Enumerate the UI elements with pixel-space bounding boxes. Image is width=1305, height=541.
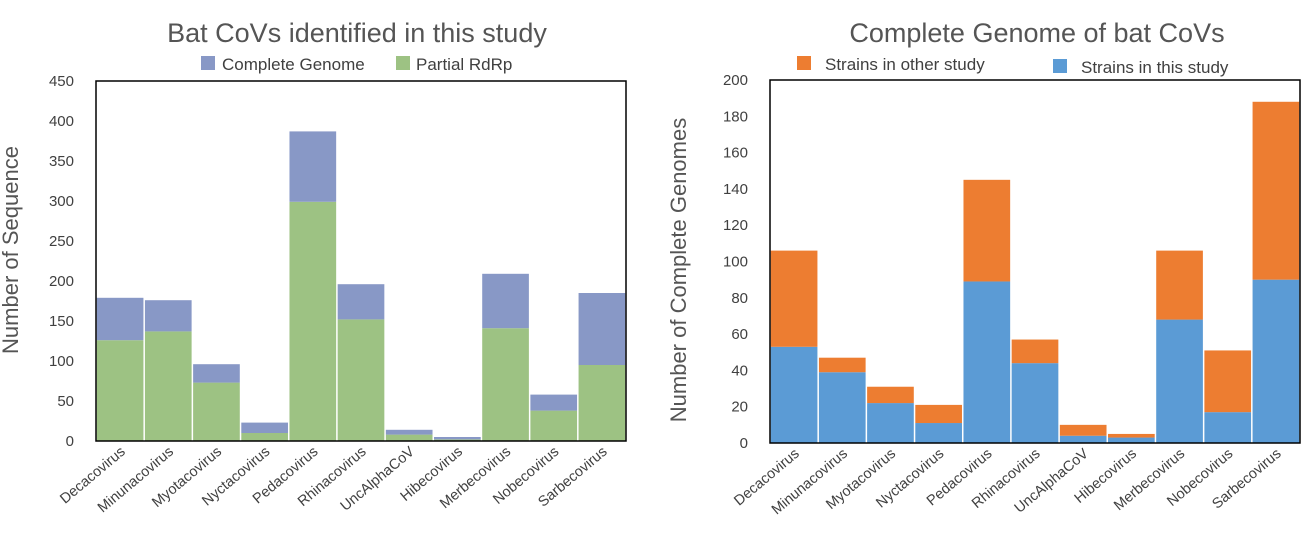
bar-pedacovirus-complete-genome bbox=[289, 131, 337, 202]
bar-decacovirus-strains-in-other-study bbox=[770, 250, 818, 347]
chart-right: Complete Genome of bat CoVs Number of Co… bbox=[666, 18, 1301, 519]
legend: Strains in other study Strains in this s… bbox=[797, 55, 1229, 77]
bar-nyctacovirus-strains-in-this-study bbox=[915, 423, 962, 443]
bar-hibecovirus-strains-in-other-study bbox=[1108, 433, 1155, 438]
legend-label-strains-other-study: Strains in other study bbox=[825, 55, 985, 74]
y-tick-label: 0 bbox=[740, 435, 748, 452]
bar-uncalphacov-complete-genome bbox=[385, 429, 433, 435]
bar-merbecovirus-strains-in-this-study bbox=[1156, 319, 1203, 443]
bar-nobecovirus-complete-genome bbox=[530, 394, 578, 411]
bar-merbecovirus-complete-genome bbox=[482, 273, 529, 329]
legend-swatch-strains-this-study bbox=[1053, 59, 1067, 73]
y-tick-label: 40 bbox=[731, 362, 748, 379]
chart-title: Bat CoVs identified in this study bbox=[167, 18, 547, 48]
bar-nyctacovirus-strains-in-other-study bbox=[915, 404, 962, 424]
y-tick-label: 140 bbox=[723, 181, 748, 198]
legend: Complete Genome Partial RdRp bbox=[201, 55, 512, 74]
y-tick-label: 50 bbox=[57, 393, 74, 410]
y-tick-label: 200 bbox=[723, 72, 748, 89]
bar-uncalphacov-strains-in-this-study bbox=[1059, 435, 1107, 443]
y-tick-label: 80 bbox=[731, 290, 748, 307]
y-tick-label: 0 bbox=[66, 433, 74, 450]
y-tick-label: 120 bbox=[723, 217, 748, 234]
y-tick-label: 350 bbox=[49, 153, 74, 170]
bar-hibecovirus-strains-in-this-study bbox=[1108, 437, 1155, 443]
bars bbox=[96, 131, 626, 441]
y-tick-label: 400 bbox=[49, 113, 74, 130]
y-tick-label: 300 bbox=[49, 193, 74, 210]
chart-left: Bat CoVs identified in this study Number… bbox=[0, 18, 627, 517]
bar-minunacovirus-strains-in-this-study bbox=[818, 372, 866, 443]
bar-uncalphacov-partial-rdrp bbox=[385, 434, 433, 441]
bar-decacovirus-complete-genome bbox=[96, 297, 144, 341]
legend-label-partial-rdrp: Partial RdRp bbox=[416, 55, 512, 74]
bar-myotacovirus-strains-in-this-study bbox=[867, 403, 914, 443]
bar-rhinacovirus-strains-in-other-study bbox=[1011, 339, 1059, 364]
legend-swatch-complete-genome bbox=[201, 56, 215, 70]
bar-sarbecovirus-partial-rdrp bbox=[578, 365, 626, 441]
bar-nobecovirus-strains-in-other-study bbox=[1204, 350, 1252, 413]
y-tick-label: 100 bbox=[49, 353, 74, 370]
y-tick-label: 250 bbox=[49, 233, 74, 250]
bar-merbecovirus-partial-rdrp bbox=[482, 328, 529, 441]
bar-decacovirus-partial-rdrp bbox=[96, 340, 144, 441]
bar-nyctacovirus-complete-genome bbox=[241, 422, 288, 433]
legend-swatch-strains-other-study bbox=[797, 56, 811, 70]
bar-pedacovirus-strains-in-other-study bbox=[963, 179, 1011, 282]
y-tick-label: 150 bbox=[49, 313, 74, 330]
y-tick-label: 160 bbox=[723, 145, 748, 162]
bar-pedacovirus-strains-in-this-study bbox=[963, 281, 1011, 443]
bar-myotacovirus-complete-genome bbox=[193, 364, 240, 383]
bar-merbecovirus-strains-in-other-study bbox=[1156, 250, 1203, 320]
bar-decacovirus-strains-in-this-study bbox=[770, 346, 818, 443]
y-tick-label: 60 bbox=[731, 326, 748, 343]
plot-frame bbox=[95, 80, 627, 442]
x-axis-categories: DecacovirusMinunacovirusMyotacovirusNyct… bbox=[57, 444, 610, 517]
plot-frame bbox=[769, 79, 1301, 444]
bar-nyctacovirus-partial-rdrp bbox=[241, 433, 288, 441]
y-tick-label: 200 bbox=[49, 273, 74, 290]
y-axis-ticks: 0 50 100 150 200 250 300 350 400 450 bbox=[49, 73, 74, 450]
chart-title: Complete Genome of bat CoVs bbox=[849, 18, 1224, 48]
bar-uncalphacov-strains-in-other-study bbox=[1059, 424, 1107, 436]
bar-rhinacovirus-strains-in-this-study bbox=[1011, 363, 1059, 443]
legend-label-strains-this-study: Strains in this study bbox=[1081, 58, 1229, 77]
bar-minunacovirus-strains-in-other-study bbox=[818, 357, 866, 373]
y-axis-label: Number of Complete Genomes bbox=[666, 118, 691, 422]
bar-hibecovirus-partial-rdrp bbox=[434, 439, 481, 441]
y-axis-label: Number of Sequence bbox=[0, 146, 23, 354]
y-tick-label: 450 bbox=[49, 73, 74, 90]
y-tick-label: 100 bbox=[723, 254, 748, 271]
bar-sarbecovirus-strains-in-this-study bbox=[1252, 279, 1300, 443]
x-axis-categories: DecacovirusMinunacovirusMyotacovirusNyct… bbox=[731, 446, 1284, 519]
bar-myotacovirus-strains-in-other-study bbox=[867, 386, 914, 404]
legend-label-complete-genome: Complete Genome bbox=[222, 55, 365, 74]
y-tick-label: 20 bbox=[731, 399, 748, 416]
bar-myotacovirus-partial-rdrp bbox=[193, 382, 240, 441]
bar-nobecovirus-partial-rdrp bbox=[530, 410, 578, 441]
bar-nobecovirus-strains-in-this-study bbox=[1204, 412, 1252, 443]
bars bbox=[770, 101, 1300, 443]
y-tick-label: 180 bbox=[723, 108, 748, 125]
bar-rhinacovirus-complete-genome bbox=[337, 284, 385, 320]
bar-minunacovirus-complete-genome bbox=[144, 300, 192, 332]
bar-pedacovirus-partial-rdrp bbox=[289, 201, 337, 441]
bar-minunacovirus-partial-rdrp bbox=[144, 331, 192, 441]
y-axis-ticks: 0 20 40 60 80 100 120 140 160 180 200 bbox=[723, 72, 748, 452]
bar-sarbecovirus-complete-genome bbox=[578, 293, 626, 365]
legend-swatch-partial-rdrp bbox=[396, 56, 410, 70]
bar-rhinacovirus-partial-rdrp bbox=[337, 319, 385, 441]
bar-sarbecovirus-strains-in-other-study bbox=[1252, 101, 1300, 280]
bar-hibecovirus-complete-genome bbox=[434, 437, 481, 440]
